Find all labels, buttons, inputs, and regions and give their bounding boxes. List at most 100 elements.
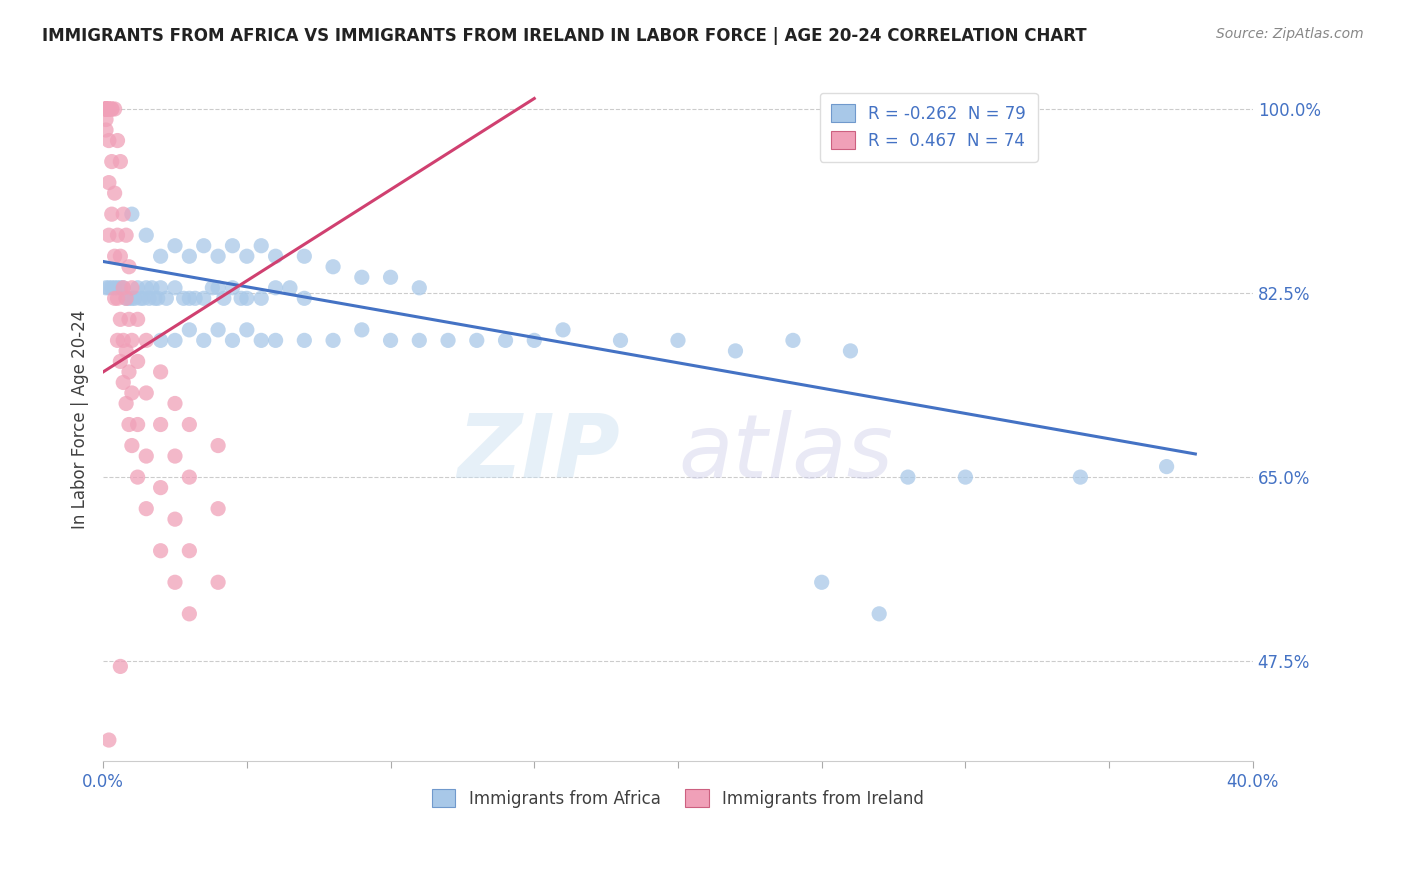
Point — [94, 102, 117, 116]
Point — [955, 470, 977, 484]
Point — [179, 291, 201, 305]
Point — [127, 417, 149, 432]
Point — [207, 501, 229, 516]
Point — [97, 228, 120, 243]
Point — [118, 312, 141, 326]
Point — [163, 512, 186, 526]
Point — [149, 417, 172, 432]
Point — [94, 102, 117, 116]
Point — [193, 334, 215, 348]
Point — [212, 291, 235, 305]
Point — [100, 102, 122, 116]
Point — [100, 281, 122, 295]
Point — [97, 102, 120, 116]
Point — [551, 323, 574, 337]
Point — [1069, 470, 1091, 484]
Point — [121, 386, 143, 401]
Point — [236, 249, 259, 263]
Point — [149, 543, 172, 558]
Point — [115, 343, 138, 358]
Point — [350, 323, 373, 337]
Text: atlas: atlas — [678, 410, 893, 497]
Point — [278, 281, 301, 295]
Point — [121, 207, 143, 221]
Point — [110, 281, 132, 295]
Point — [94, 102, 117, 116]
Point — [250, 238, 273, 252]
Point — [100, 207, 122, 221]
Y-axis label: In Labor Force | Age 20-24: In Labor Force | Age 20-24 — [72, 310, 89, 529]
Point — [322, 260, 344, 274]
Point — [179, 607, 201, 621]
Point — [163, 238, 186, 252]
Point — [179, 249, 201, 263]
Point — [292, 249, 315, 263]
Point — [810, 575, 832, 590]
Point — [118, 260, 141, 274]
Point — [121, 291, 143, 305]
Point — [121, 334, 143, 348]
Point — [127, 354, 149, 368]
Point — [495, 334, 517, 348]
Point — [107, 291, 129, 305]
Point — [107, 134, 129, 148]
Point — [135, 281, 157, 295]
Point — [143, 291, 166, 305]
Point — [897, 470, 920, 484]
Point — [94, 102, 117, 116]
Point — [112, 207, 135, 221]
Point — [250, 291, 273, 305]
Point — [264, 281, 287, 295]
Point — [523, 334, 546, 348]
Point — [115, 291, 138, 305]
Point — [115, 228, 138, 243]
Point — [408, 281, 430, 295]
Point — [149, 481, 172, 495]
Text: Source: ZipAtlas.com: Source: ZipAtlas.com — [1216, 27, 1364, 41]
Point — [132, 291, 155, 305]
Point — [149, 334, 172, 348]
Point — [110, 659, 132, 673]
Point — [94, 102, 117, 116]
Point — [350, 270, 373, 285]
Point — [97, 102, 120, 116]
Point — [110, 249, 132, 263]
Point — [121, 281, 143, 295]
Point — [149, 365, 172, 379]
Point — [115, 291, 138, 305]
Point — [112, 281, 135, 295]
Point — [465, 334, 488, 348]
Point — [724, 343, 747, 358]
Point — [129, 291, 152, 305]
Point — [97, 281, 120, 295]
Point — [127, 281, 149, 295]
Point — [179, 470, 201, 484]
Point — [127, 312, 149, 326]
Text: ZIP: ZIP — [458, 410, 620, 497]
Point — [207, 575, 229, 590]
Legend: Immigrants from Africa, Immigrants from Ireland: Immigrants from Africa, Immigrants from … — [425, 782, 931, 814]
Point — [292, 334, 315, 348]
Point — [609, 334, 631, 348]
Point — [292, 291, 315, 305]
Point — [97, 733, 120, 747]
Point — [115, 396, 138, 410]
Point — [107, 334, 129, 348]
Point — [173, 291, 195, 305]
Point — [112, 281, 135, 295]
Point — [149, 249, 172, 263]
Point — [141, 281, 163, 295]
Point — [97, 176, 120, 190]
Point — [229, 291, 252, 305]
Point — [839, 343, 862, 358]
Point — [107, 228, 129, 243]
Point — [149, 281, 172, 295]
Point — [380, 334, 402, 348]
Point — [408, 334, 430, 348]
Point — [184, 291, 207, 305]
Point — [163, 575, 186, 590]
Point — [163, 281, 186, 295]
Point — [94, 112, 117, 127]
Point — [155, 291, 177, 305]
Point — [201, 281, 224, 295]
